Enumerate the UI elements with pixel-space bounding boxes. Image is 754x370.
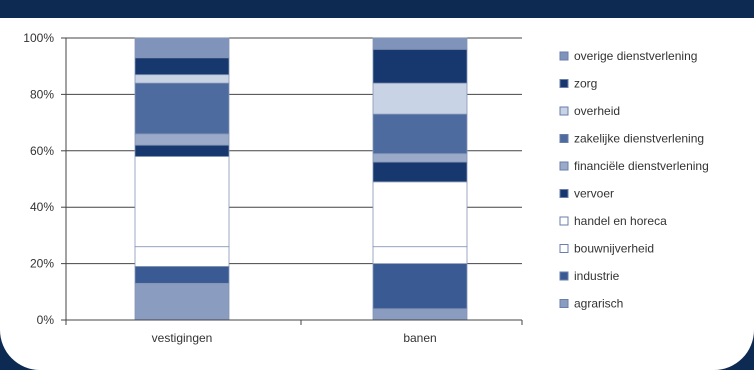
stacked-bar-chart: 0% 20% 40% 60% 80% 100% vestigingen banen overi… — [23, 31, 709, 345]
x-tick-label: banen — [403, 331, 436, 345]
legend-label: zakelijke dienstverlening — [574, 132, 704, 146]
bar-segment — [134, 156, 230, 248]
bar-segment — [372, 263, 468, 310]
bar-segment — [372, 113, 468, 155]
legend-swatch — [559, 134, 569, 143]
bar-segment — [134, 133, 230, 146]
legend-label: bouwnijverheid — [574, 242, 654, 256]
legend-label: industrie — [574, 269, 620, 283]
bar-segment — [134, 266, 230, 284]
legend-label: handel en horeca — [574, 214, 667, 228]
bar-segment — [134, 37, 230, 59]
bar-segment — [134, 74, 230, 84]
bar-segment — [372, 153, 468, 163]
bar-segment — [372, 48, 468, 84]
x-tick-label: vestigingen — [152, 331, 213, 345]
bar-segment — [372, 161, 468, 183]
legend-label: vervoer — [574, 187, 614, 201]
bar-segment — [372, 82, 468, 115]
bar-segment — [134, 82, 230, 135]
y-tick-label: 0% — [37, 313, 55, 327]
y-tick-label: 100% — [23, 31, 54, 45]
y-tick-label: 20% — [30, 257, 54, 271]
legend-swatch — [559, 161, 569, 171]
legend: overige dienstverlening zorg overheid zakel… — [559, 49, 709, 311]
y-tick-label: 40% — [30, 200, 54, 214]
legend-swatch — [559, 189, 569, 198]
legend-swatch — [559, 244, 569, 253]
bar-segment — [372, 308, 468, 321]
y-tick-label: 80% — [30, 87, 54, 101]
legend-swatch — [559, 51, 569, 61]
bars — [134, 37, 468, 321]
axes: 0% 20% 40% 60% 80% 100% vestigingen banen — [23, 31, 523, 345]
legend-label: zorg — [574, 77, 597, 91]
bar-segment — [134, 246, 230, 267]
chart-card: 0% 20% 40% 60% 80% 100% vestigingen banen overi… — [0, 18, 754, 370]
legend-label: overige dienstverlening — [574, 49, 697, 63]
legend-swatch — [559, 79, 569, 88]
legend-swatch — [559, 106, 569, 116]
bar-segment — [134, 144, 230, 157]
legend-swatch — [559, 299, 569, 308]
y-tick-label: 60% — [30, 144, 54, 158]
legend-label: overheid — [574, 104, 620, 118]
bar-segment — [372, 37, 468, 50]
legend-swatch — [559, 271, 569, 281]
legend-label: agrarisch — [574, 297, 623, 311]
bar-segment — [372, 181, 468, 248]
bar-segment — [372, 246, 468, 264]
bar-segment — [134, 57, 230, 76]
legend-label: financiële dienstverlening — [574, 159, 709, 173]
legend-swatch — [559, 216, 569, 226]
bar-segment — [134, 282, 230, 321]
